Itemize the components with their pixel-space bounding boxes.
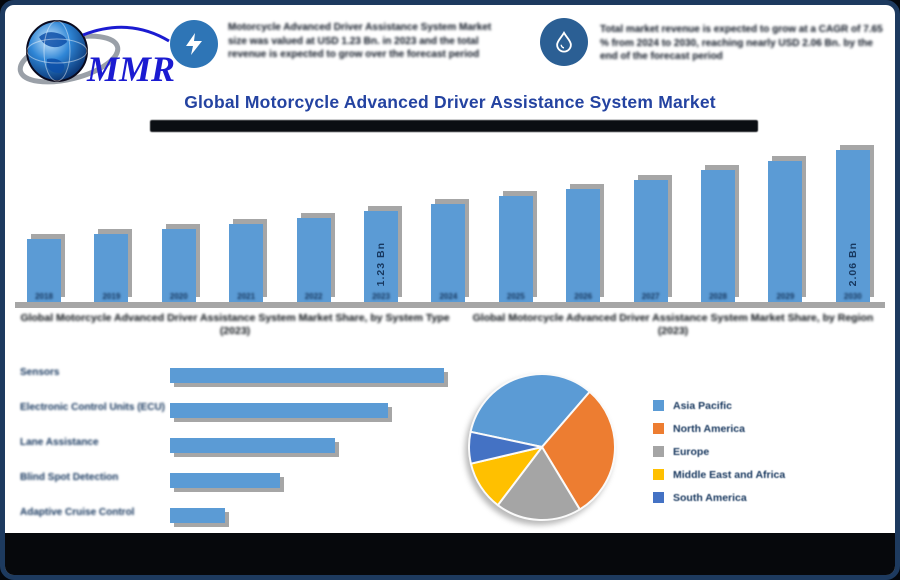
revenue-bar-2027: 2027 <box>633 180 668 302</box>
region-chart-caption: Global Motorcycle Advanced Driver Assist… <box>472 312 874 337</box>
legend-item: Middle East and Africa <box>653 463 785 486</box>
cagr-badge <box>540 18 588 66</box>
legend-item: Europe <box>653 440 785 463</box>
revenue-bar-2028: 2028 <box>701 170 735 302</box>
type-bar <box>170 508 225 523</box>
globe-landmass <box>39 32 67 74</box>
pie-legend: Asia Pacific North America Europe Middle Ea… <box>653 394 785 509</box>
pie-slice-north-america <box>541 390 616 511</box>
redacted-subtitle-strip <box>150 120 758 132</box>
pie-slice-europe <box>496 446 581 522</box>
legend-label: Europe <box>673 445 710 458</box>
logo-text: MMR <box>86 49 175 89</box>
pie-slice-asia-pacific <box>469 373 591 448</box>
globe-longitude-line <box>43 20 71 82</box>
legend-swatch-icon <box>653 469 664 480</box>
type-label: Lane Assistance <box>20 437 99 448</box>
legend-label: North America <box>673 422 745 435</box>
type-bar <box>170 473 280 488</box>
bar-value-label: 2.06 Bn <box>846 241 859 286</box>
revenue-bar-2024: 2024 <box>431 204 466 302</box>
revenue-bar-2021: 2021 <box>229 224 264 302</box>
year-tick-label: 2025 <box>506 292 525 301</box>
revenue-bar-chart: 2018 2019 2020 2021 2022 2023 1.23 Bn 2024 2025 2… <box>5 140 895 302</box>
x-axis-line <box>15 302 885 308</box>
revenue-bar-2023: 2023 1.23 Bn <box>364 211 398 302</box>
revenue-bar-2018: 2018 <box>27 239 61 302</box>
type-label: Blind Spot Detection <box>20 472 119 483</box>
type-label: Electronic Control Units (ECU) <box>20 402 166 413</box>
page-title: Global Motorcycle Advanced Driver Assist… <box>184 92 716 112</box>
market-size-badge <box>170 20 218 68</box>
legend-item: Asia Pacific <box>653 394 785 417</box>
region-pie-chart <box>468 373 616 522</box>
revenue-bar-2022: 2022 <box>296 218 331 302</box>
legend-item: North America <box>653 417 785 440</box>
year-tick-label: 2026 <box>574 292 593 301</box>
year-tick-label: 2022 <box>304 292 323 301</box>
water-drop-icon <box>556 31 572 53</box>
type-bar <box>170 438 335 453</box>
type-chart-caption: Global Motorcycle Advanced Driver Assist… <box>20 312 450 337</box>
pie-slice-south-america <box>468 430 543 465</box>
mmr-logo: MMR <box>17 20 175 89</box>
type-bar <box>170 368 444 383</box>
legend-swatch-icon <box>653 400 664 411</box>
revenue-bar-2020: 2020 <box>161 229 196 302</box>
year-tick-label: 2027 <box>641 292 660 301</box>
type-label: Adaptive Cruise Control <box>20 507 135 518</box>
legend-label: Asia Pacific <box>673 399 732 412</box>
revenue-bar-2025: 2025 <box>498 196 533 302</box>
year-tick-label: 2018 <box>35 292 53 301</box>
year-tick-label: 2023 <box>372 292 390 301</box>
bar-value-label: 1.23 Bn <box>375 241 387 286</box>
legend-swatch-icon <box>653 492 664 503</box>
year-tick-label: 2030 <box>843 292 862 301</box>
legend-label: South America <box>673 491 747 504</box>
revenue-bar-2030: 2030 2.06 Bn <box>835 150 870 302</box>
type-bar <box>170 403 388 418</box>
legend-label: Middle East and Africa <box>673 468 786 481</box>
globe-latitude-line <box>26 38 88 64</box>
year-tick-label: 2021 <box>237 292 256 301</box>
year-tick-label: 2028 <box>709 292 727 301</box>
legend-swatch-icon <box>653 446 664 457</box>
footer-band <box>5 533 895 575</box>
cagr-callout-text: Total market revenue is expected to grow… <box>600 24 883 62</box>
revenue-bar-2029: 2029 <box>768 161 803 302</box>
type-bar-chart: Sensors Electronic Control Units (ECU) Lan… <box>20 362 465 534</box>
year-tick-label: 2019 <box>102 292 121 301</box>
type-label: Sensors <box>20 367 60 378</box>
logo-arc <box>82 25 170 43</box>
legend-swatch-icon <box>653 423 664 434</box>
year-tick-label: 2024 <box>439 292 458 301</box>
revenue-bar-2026: 2026 <box>566 189 601 302</box>
year-tick-label: 2029 <box>776 292 795 301</box>
lightning-bolt-icon <box>186 33 202 55</box>
revenue-bar-2019: 2019 <box>94 234 129 302</box>
year-tick-label: 2020 <box>169 292 188 301</box>
market-size-callout-text: Motorcycle Advanced Driver Assistance Sy… <box>228 22 492 60</box>
legend-item: South America <box>653 486 785 509</box>
